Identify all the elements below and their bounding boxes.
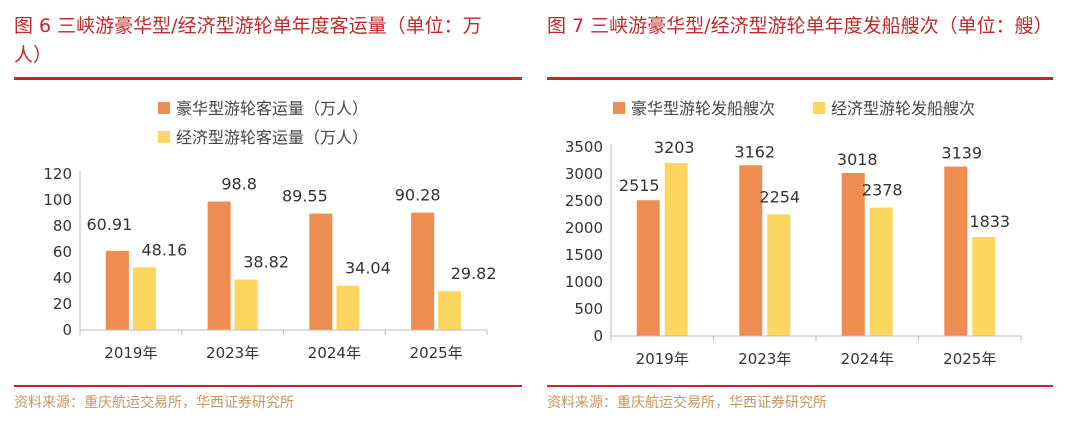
data-label: 38.82 [243, 253, 289, 272]
legend-label: 豪华型游轮发船艘次 [631, 99, 775, 118]
x-tick-label: 2019年 [636, 350, 689, 368]
data-label: 1833 [969, 212, 1010, 231]
source-divider [547, 385, 1053, 387]
y-tick-label: 100 [43, 191, 72, 209]
legend-swatch [813, 102, 825, 114]
data-label: 34.04 [345, 259, 391, 278]
y-tick-label: 80 [53, 217, 72, 235]
y-tick-label: 3500 [565, 138, 603, 156]
bar-luxury [105, 250, 129, 330]
bar-economy [234, 279, 258, 330]
legend-swatch [613, 102, 625, 114]
bar-economy [767, 214, 791, 336]
data-label: 3018 [837, 150, 878, 169]
data-label: 90.28 [395, 186, 441, 205]
sailings-chart: 豪华型游轮发船艘次 经济型游轮发船艘次 0 500 1000 1500 2000 2500 30… [565, 99, 1022, 368]
title-divider [547, 77, 1053, 80]
x-tick-label: 2023年 [738, 350, 791, 368]
figure-title: 图 6 三峡游豪华型/经济型游轮单年度客运量（单位：万人） [14, 15, 482, 66]
bar-luxury [944, 166, 968, 336]
bar-economy [132, 267, 156, 330]
legend-label: 豪华型游轮客运量（万人） [176, 99, 368, 118]
bar-luxury [207, 201, 231, 330]
legend-swatch [158, 102, 170, 114]
y-tick-label: 3000 [565, 165, 603, 183]
bar-luxury [739, 165, 763, 336]
y-tick-label: 1000 [565, 273, 603, 291]
x-tick-label: 2024年 [841, 350, 894, 368]
data-label: 2254 [759, 187, 800, 206]
data-label: 2515 [619, 176, 660, 195]
y-tick-label: 60 [53, 243, 72, 261]
data-label: 3139 [941, 143, 982, 162]
bar-economy [972, 237, 996, 336]
bar-economy [336, 285, 360, 330]
data-label: 98.8 [221, 175, 257, 194]
y-tick-label: 2000 [565, 219, 603, 237]
data-label: 3203 [654, 138, 695, 157]
bar-economy [438, 291, 462, 330]
source-note: 资料来源：重庆航运交易所，华西证券研究所 [547, 395, 827, 411]
source-divider [14, 385, 522, 387]
x-tick-label: 2025年 [410, 344, 463, 362]
y-tick-label: 20 [53, 295, 72, 313]
figure-6-panel: 图 6 三峡游豪华型/经济型游轮单年度客运量（单位：万人） 豪华型游轮客运量（万… [0, 0, 528, 425]
bar-economy [869, 207, 893, 336]
y-tick-label: 40 [53, 269, 72, 287]
bar-luxury [411, 212, 435, 330]
bar-luxury [309, 213, 333, 330]
data-label: 2378 [862, 181, 903, 200]
data-label: 89.55 [282, 187, 328, 206]
data-label: 60.91 [86, 215, 132, 234]
data-label: 3162 [734, 142, 775, 161]
legend-label: 经济型游轮发船艘次 [831, 99, 975, 118]
x-tick-label: 2024年 [308, 344, 361, 362]
bar-luxury [636, 200, 660, 336]
y-tick-label: 0 [62, 321, 72, 339]
figure-title: 图 7 三峡游豪华型/经济型游轮单年度发船艘次（单位：艘） [547, 15, 1053, 37]
x-tick-label: 2023年 [206, 344, 259, 362]
source-note: 资料来源：重庆航运交易所，华西证券研究所 [14, 395, 294, 411]
data-label: 48.16 [141, 240, 187, 259]
y-tick-label: 2500 [565, 192, 603, 210]
legend-label: 经济型游轮客运量（万人） [176, 128, 368, 147]
data-label: 29.82 [451, 264, 497, 283]
passenger-volume-chart: 豪华型游轮客运量（万人） 经济型游轮客运量（万人） 0 20 40 60 80 100 120 6… [43, 99, 497, 362]
y-tick-label: 120 [43, 165, 72, 183]
y-tick-label: 500 [574, 300, 603, 318]
figure-7-panel: 图 7 三峡游豪华型/经济型游轮单年度发船艘次（单位：艘） 豪华型游轮发船艘次 经… [545, 0, 1070, 425]
bar-luxury [841, 173, 865, 336]
y-tick-label: 0 [593, 327, 603, 345]
legend-swatch [158, 131, 170, 143]
x-tick-label: 2019年 [104, 344, 157, 362]
y-tick-label: 1500 [565, 246, 603, 264]
x-tick-label: 2025年 [943, 350, 996, 368]
title-divider [14, 77, 522, 80]
bar-economy [664, 163, 688, 336]
